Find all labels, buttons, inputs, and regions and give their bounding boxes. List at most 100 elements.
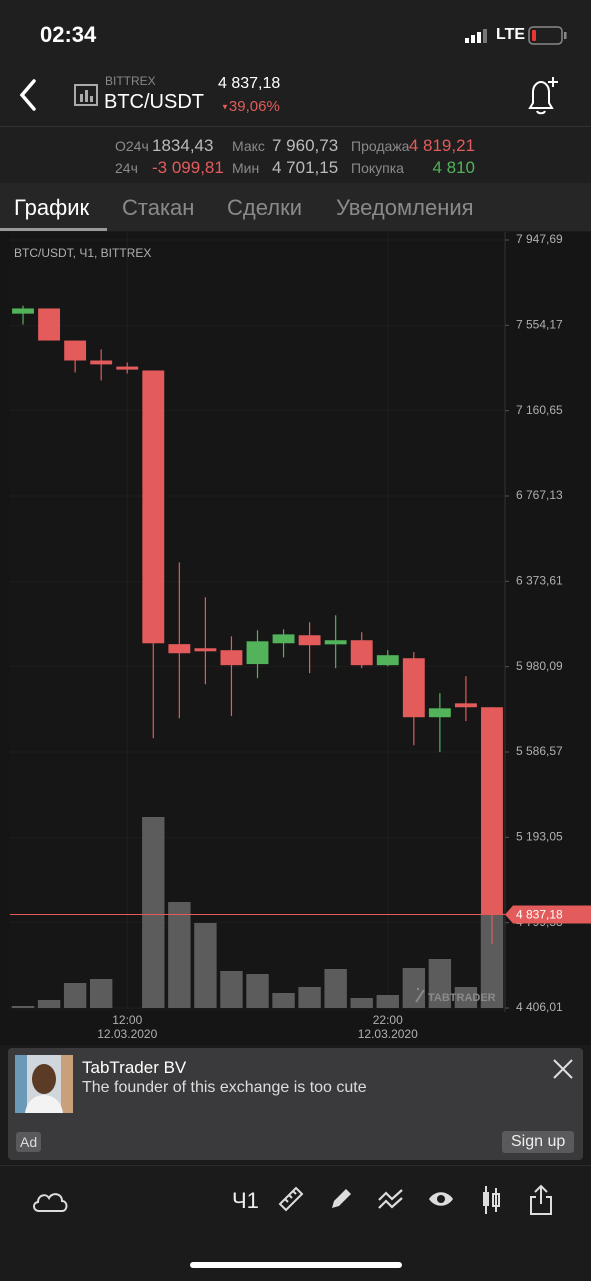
y-tick-label: 6 767,13: [516, 488, 563, 502]
x-tick-label: 22:00: [373, 1013, 403, 1027]
alert-button[interactable]: [522, 74, 562, 116]
stat-label: Покупка: [351, 160, 404, 176]
tab[interactable]: Стакан: [122, 195, 195, 220]
y-tick-label: 6 373,61: [516, 574, 563, 588]
stat-value: -3 099,81: [152, 158, 224, 177]
candle-body: [481, 707, 503, 915]
exchange-name: BITTREX: [105, 74, 156, 88]
candle-body: [12, 308, 34, 314]
volume-bar: [168, 902, 191, 1008]
exchange-icon: [74, 84, 98, 106]
y-tick-label: 4 406,01: [516, 1000, 563, 1014]
candle-body: [64, 340, 87, 361]
volume-bar: [298, 987, 321, 1008]
back-button[interactable]: [16, 78, 40, 112]
status-bar: 02:34 LTE: [0, 0, 591, 64]
share-button[interactable]: [528, 1184, 554, 1216]
candle-body: [376, 655, 399, 666]
last-price-label: 4 837,18: [516, 908, 563, 922]
x-tick-date: 12.03.2020: [358, 1027, 418, 1041]
volume-bar: [63, 983, 87, 1008]
home-indicator: [190, 1262, 402, 1268]
stat-value: 4 810: [432, 158, 475, 177]
stat-value: 4 819,21: [408, 136, 475, 155]
tab[interactable]: Уведомления: [336, 195, 474, 220]
indicators-button[interactable]: [377, 1188, 405, 1210]
volume-bar: [376, 995, 399, 1008]
x-tick-label: 12:00: [112, 1013, 142, 1027]
stat-label: Макс: [232, 138, 265, 154]
stat-label: Продажа: [351, 138, 410, 154]
header-change: 39,06%: [228, 98, 280, 115]
y-tick-label: 5 586,57: [516, 744, 563, 758]
volume-bar: [480, 913, 504, 1008]
last-price-tag: [505, 905, 591, 924]
volume-bar: [246, 974, 269, 1008]
stat-value: 1834,43: [152, 136, 214, 155]
ad-text: The founder of this exchange is too cute: [82, 1079, 367, 1096]
ad-badge: Ad: [16, 1132, 42, 1152]
candle-body: [454, 703, 477, 708]
candle-body: [402, 658, 425, 718]
tab[interactable]: График: [14, 195, 90, 220]
tab[interactable]: Сделки: [227, 195, 302, 220]
candle-body: [272, 634, 295, 644]
candle-body: [246, 641, 269, 665]
volume-bar: [350, 998, 373, 1008]
ad-banner[interactable]: TabTrader BV The founder of this exchang…: [8, 1048, 583, 1160]
interval-button[interactable]: Ч1: [232, 1188, 259, 1213]
tab-underline: [0, 228, 107, 231]
view-button[interactable]: [427, 1190, 455, 1208]
volume-bar: [428, 959, 452, 1008]
volume-bar: [194, 923, 217, 1008]
ad-close[interactable]: [551, 1057, 575, 1081]
signal-icon: [465, 29, 487, 43]
y-tick-label: 5 980,09: [516, 659, 563, 673]
volume-bar: [324, 969, 347, 1008]
volume-bar: [37, 1000, 61, 1008]
volume-bar: [402, 968, 426, 1008]
y-tick-label: 7 554,17: [516, 318, 563, 332]
toolbar: Ч1: [0, 1165, 591, 1281]
header-change-wrap: ▼39,06%: [221, 98, 280, 115]
price-chart: BTC/USDT, Ч1, BITTREX 4 406,014 799,535 …: [0, 232, 591, 1045]
pair-name[interactable]: BTC/USDT: [104, 91, 204, 113]
y-tick-label: 7 160,65: [516, 403, 563, 417]
candle-body: [324, 640, 347, 645]
candle-body: [90, 360, 113, 365]
volume-bar: [454, 987, 478, 1008]
down-arrow: ▼: [221, 102, 229, 112]
watermark-icon: [415, 988, 425, 1003]
cloud-button[interactable]: [30, 1188, 70, 1214]
chart-title: BTC/USDT, Ч1, BITTREX: [14, 246, 151, 260]
clock: 02:34: [40, 22, 97, 47]
candle-body: [220, 650, 243, 666]
y-tick-label: 7 947,69: [516, 232, 563, 246]
stat-value: 4 701,15: [272, 158, 339, 177]
battery-icon: [528, 26, 567, 45]
volume-bar: [220, 971, 243, 1008]
ruler-button[interactable]: [278, 1186, 304, 1212]
watermark: TABTRADER: [428, 992, 496, 1004]
tab-bar: График Стакан Сделки Уведомления: [0, 183, 591, 231]
stat-label: О24ч: [115, 138, 149, 154]
ad-signup-button[interactable]: Sign up: [502, 1131, 575, 1153]
ad-advertiser: TabTrader BV: [82, 1058, 187, 1077]
draw-button[interactable]: [328, 1186, 354, 1212]
candle-body: [38, 308, 61, 341]
candle-body: [350, 640, 373, 666]
candle-body: [298, 635, 321, 646]
candle-body: [194, 648, 217, 652]
header: BITTREX BTC/USDT 4 837,18 ▼39,06%: [0, 64, 591, 127]
volume-bar: [11, 1006, 35, 1008]
stat-label: 24ч: [115, 160, 138, 176]
chart-type-button[interactable]: [479, 1184, 503, 1216]
volume-bar: [89, 979, 113, 1008]
stat-value: 7 960,73: [272, 136, 339, 155]
volume-bar: [142, 817, 165, 1008]
header-price: 4 837,18: [218, 75, 281, 92]
stat-label: Мин: [232, 160, 260, 176]
x-tick-date: 12.03.2020: [97, 1027, 157, 1041]
y-tick-label: 5 193,05: [516, 830, 563, 844]
ad-image: [15, 1055, 73, 1113]
